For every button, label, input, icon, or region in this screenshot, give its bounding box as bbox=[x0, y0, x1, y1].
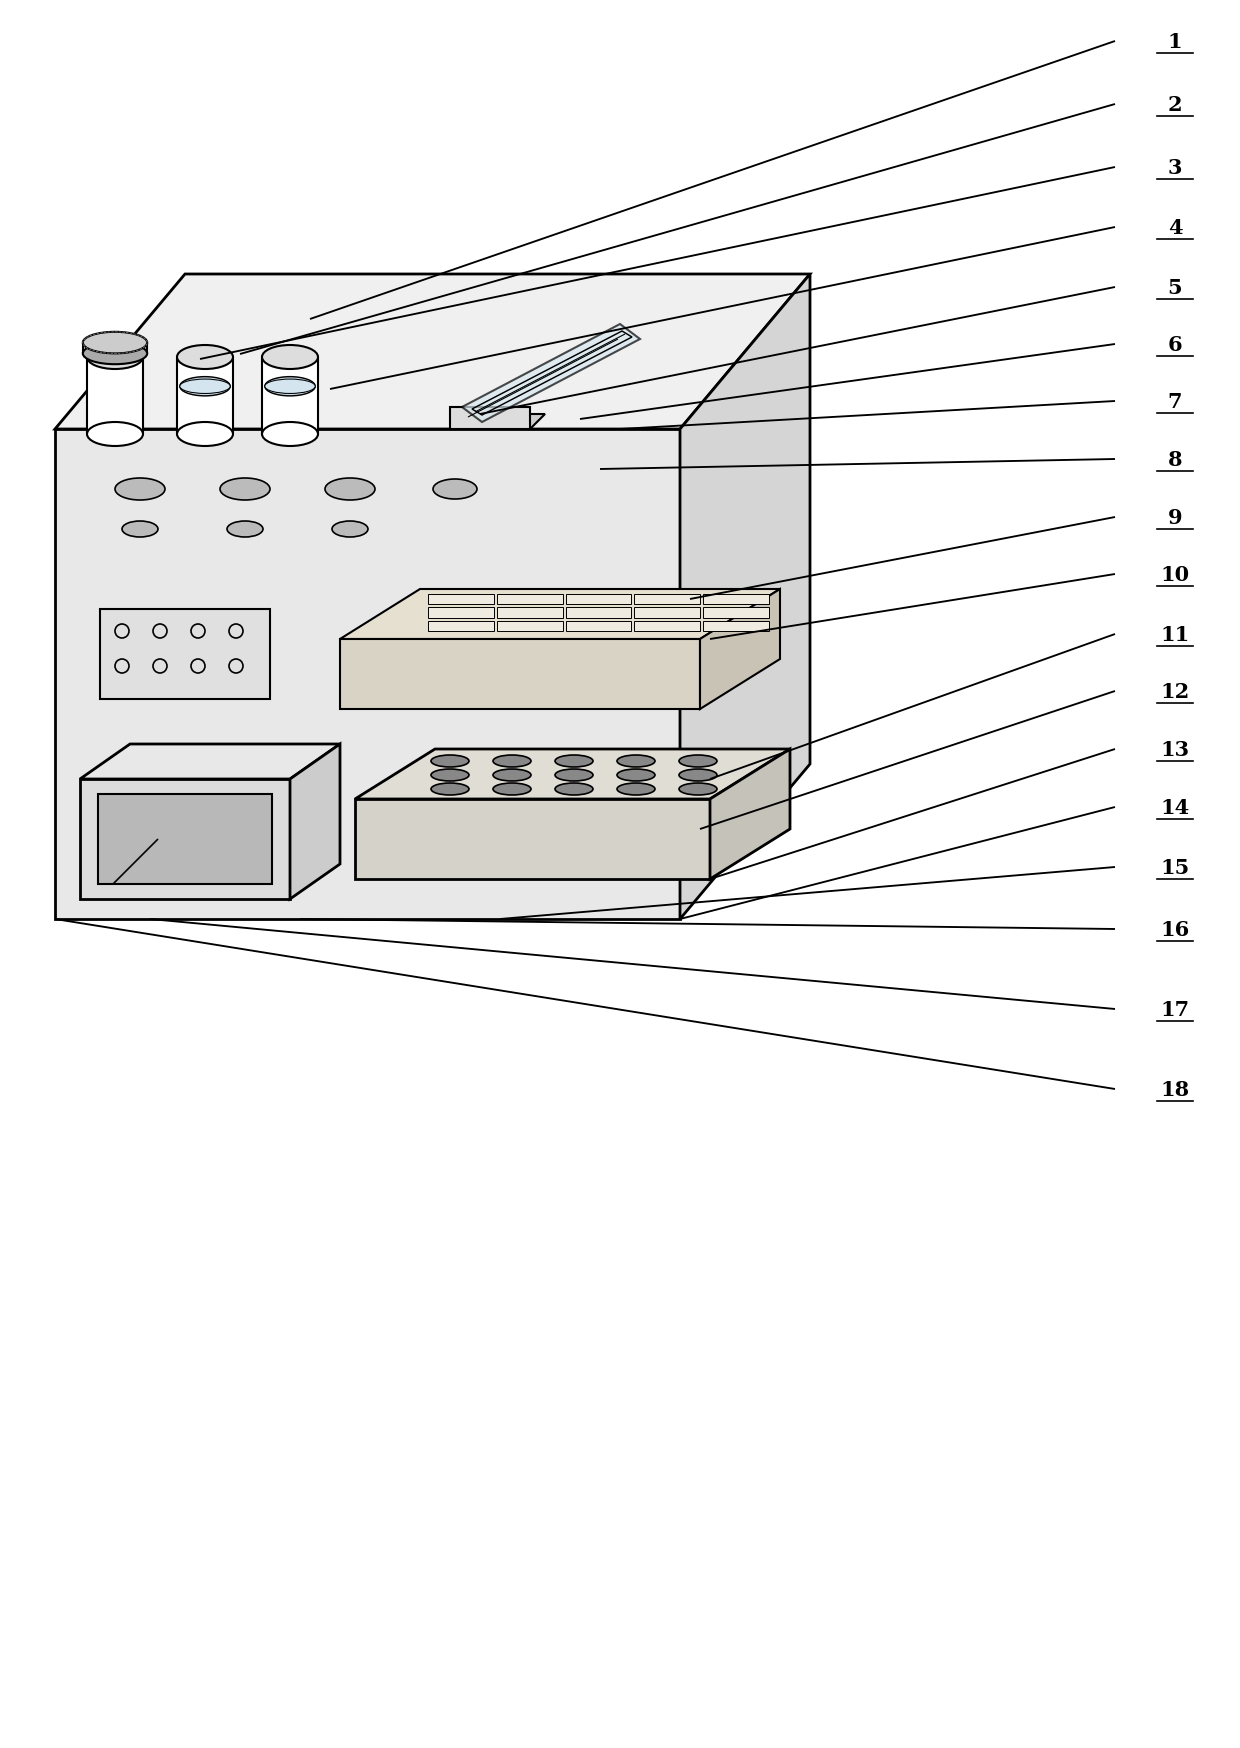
Ellipse shape bbox=[262, 346, 317, 371]
Polygon shape bbox=[100, 610, 270, 699]
Polygon shape bbox=[635, 621, 701, 631]
Text: 5: 5 bbox=[1168, 278, 1182, 297]
Polygon shape bbox=[711, 750, 790, 879]
Polygon shape bbox=[55, 430, 680, 919]
Polygon shape bbox=[565, 621, 631, 631]
Ellipse shape bbox=[432, 783, 469, 795]
Ellipse shape bbox=[177, 346, 233, 371]
Polygon shape bbox=[428, 608, 494, 619]
Ellipse shape bbox=[265, 379, 315, 395]
Polygon shape bbox=[635, 608, 701, 619]
Ellipse shape bbox=[332, 521, 368, 538]
Ellipse shape bbox=[433, 479, 477, 500]
Polygon shape bbox=[703, 594, 769, 605]
Ellipse shape bbox=[432, 769, 469, 781]
Polygon shape bbox=[98, 795, 272, 884]
Polygon shape bbox=[81, 780, 290, 900]
Polygon shape bbox=[635, 594, 701, 605]
Ellipse shape bbox=[262, 423, 317, 447]
Polygon shape bbox=[450, 414, 546, 430]
Text: 6: 6 bbox=[1168, 336, 1182, 355]
Ellipse shape bbox=[83, 343, 148, 365]
Ellipse shape bbox=[680, 783, 717, 795]
Ellipse shape bbox=[83, 332, 148, 355]
Ellipse shape bbox=[265, 378, 315, 397]
Text: 13: 13 bbox=[1161, 739, 1189, 760]
Polygon shape bbox=[290, 745, 340, 900]
Ellipse shape bbox=[219, 479, 270, 500]
Ellipse shape bbox=[618, 769, 655, 781]
Ellipse shape bbox=[325, 479, 374, 500]
Polygon shape bbox=[340, 640, 701, 710]
Text: 7: 7 bbox=[1168, 392, 1182, 413]
Polygon shape bbox=[565, 594, 631, 605]
Text: 15: 15 bbox=[1161, 858, 1189, 877]
Ellipse shape bbox=[177, 423, 233, 447]
Polygon shape bbox=[340, 589, 780, 640]
Text: 8: 8 bbox=[1168, 449, 1182, 470]
Polygon shape bbox=[450, 407, 529, 430]
Polygon shape bbox=[177, 358, 233, 435]
Text: 18: 18 bbox=[1161, 1079, 1189, 1099]
Ellipse shape bbox=[680, 755, 717, 767]
Ellipse shape bbox=[180, 378, 231, 397]
Ellipse shape bbox=[494, 769, 531, 781]
Text: 2: 2 bbox=[1168, 94, 1182, 115]
Ellipse shape bbox=[87, 423, 143, 447]
Polygon shape bbox=[497, 594, 563, 605]
Polygon shape bbox=[428, 621, 494, 631]
Ellipse shape bbox=[87, 346, 143, 371]
Polygon shape bbox=[497, 608, 563, 619]
Text: 17: 17 bbox=[1161, 1000, 1189, 1019]
Ellipse shape bbox=[494, 755, 531, 767]
Ellipse shape bbox=[432, 755, 469, 767]
Ellipse shape bbox=[115, 479, 165, 500]
Text: 1: 1 bbox=[1168, 31, 1182, 52]
Text: 4: 4 bbox=[1168, 218, 1182, 238]
Text: 16: 16 bbox=[1161, 919, 1189, 939]
Ellipse shape bbox=[556, 783, 593, 795]
Ellipse shape bbox=[556, 755, 593, 767]
Polygon shape bbox=[355, 750, 790, 799]
Ellipse shape bbox=[680, 769, 717, 781]
Text: 11: 11 bbox=[1161, 624, 1189, 645]
Ellipse shape bbox=[122, 521, 157, 538]
Text: 14: 14 bbox=[1161, 797, 1189, 818]
Text: 12: 12 bbox=[1161, 682, 1189, 701]
Polygon shape bbox=[355, 799, 711, 879]
Polygon shape bbox=[262, 358, 317, 435]
Ellipse shape bbox=[618, 755, 655, 767]
Ellipse shape bbox=[556, 769, 593, 781]
Polygon shape bbox=[497, 621, 563, 631]
Polygon shape bbox=[463, 325, 640, 423]
Ellipse shape bbox=[180, 379, 231, 395]
Polygon shape bbox=[87, 358, 143, 435]
Ellipse shape bbox=[494, 783, 531, 795]
Text: 3: 3 bbox=[1168, 157, 1182, 178]
Polygon shape bbox=[55, 274, 810, 430]
Polygon shape bbox=[701, 589, 780, 710]
Polygon shape bbox=[703, 608, 769, 619]
Text: 10: 10 bbox=[1161, 565, 1189, 584]
Text: 9: 9 bbox=[1168, 507, 1182, 528]
Polygon shape bbox=[703, 621, 769, 631]
Polygon shape bbox=[81, 745, 340, 780]
Polygon shape bbox=[428, 594, 494, 605]
Polygon shape bbox=[565, 608, 631, 619]
Polygon shape bbox=[680, 274, 810, 919]
Ellipse shape bbox=[227, 521, 263, 538]
Ellipse shape bbox=[618, 783, 655, 795]
